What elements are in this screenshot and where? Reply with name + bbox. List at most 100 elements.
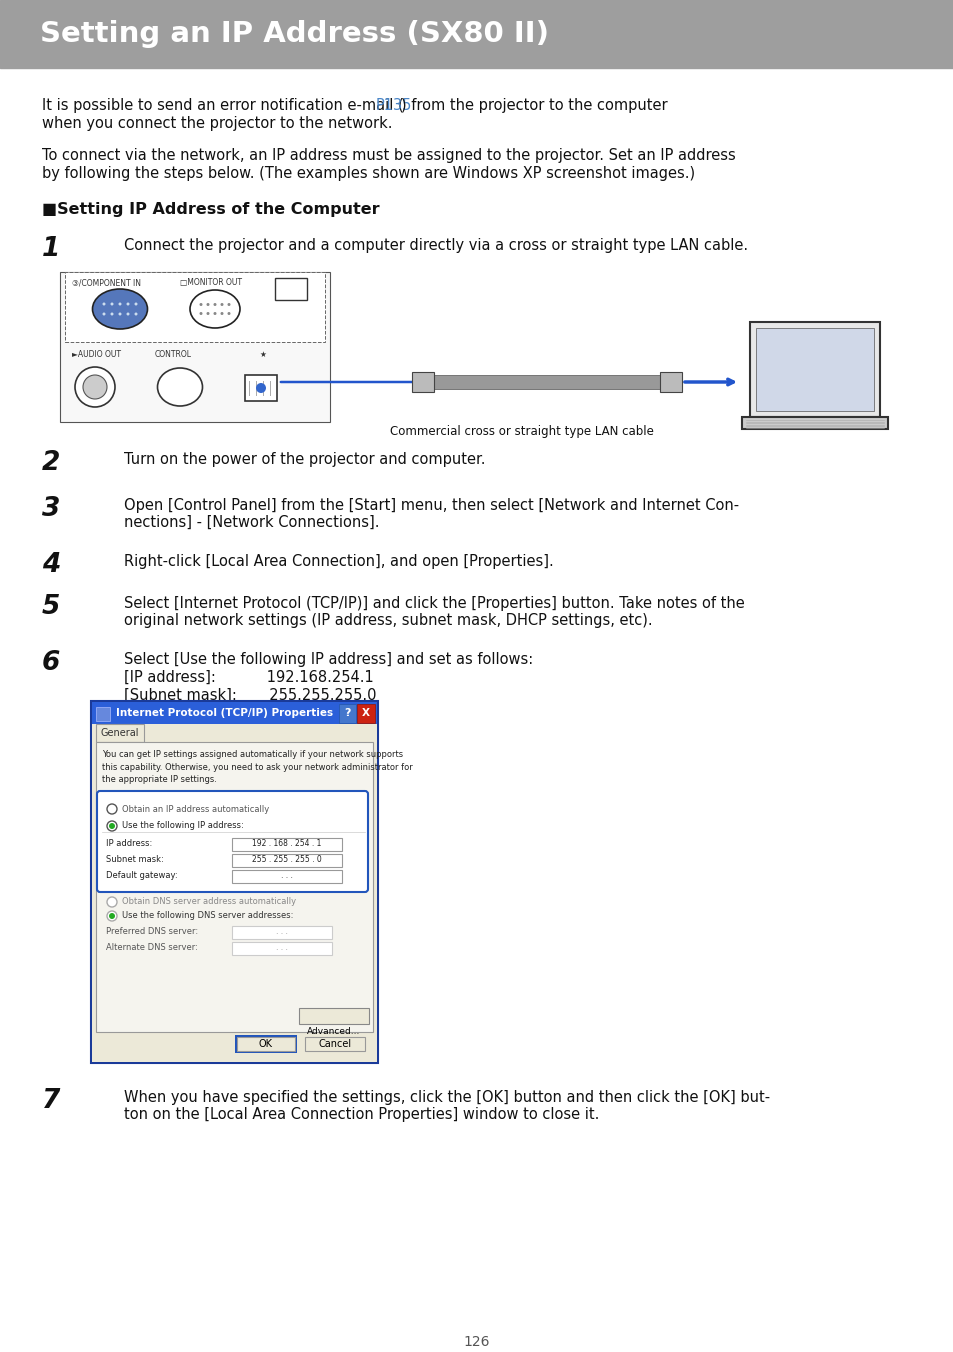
Circle shape bbox=[109, 913, 115, 919]
Circle shape bbox=[213, 303, 216, 306]
Circle shape bbox=[127, 312, 130, 315]
Circle shape bbox=[107, 896, 117, 907]
Text: 126: 126 bbox=[463, 1334, 490, 1349]
Text: Subnet mask:: Subnet mask: bbox=[106, 856, 164, 864]
Text: 1: 1 bbox=[42, 237, 60, 262]
Text: original network settings (IP address, subnet mask, DHCP settings, etc).: original network settings (IP address, s… bbox=[124, 612, 652, 627]
Text: by following the steps below. (The examples shown are Windows XP screenshot imag: by following the steps below. (The examp… bbox=[42, 166, 695, 181]
Circle shape bbox=[227, 303, 231, 306]
Text: ★: ★ bbox=[260, 350, 267, 360]
Text: 192 . 168 . 254 . 1: 192 . 168 . 254 . 1 bbox=[252, 840, 321, 849]
Text: 4: 4 bbox=[42, 552, 60, 579]
Text: General: General bbox=[101, 727, 139, 738]
Text: Right-click [Local Area Connection], and open [Properties].: Right-click [Local Area Connection], and… bbox=[124, 554, 553, 569]
Text: You can get IP settings assigned automatically if your network supports
this cap: You can get IP settings assigned automat… bbox=[102, 750, 413, 784]
Circle shape bbox=[134, 303, 137, 306]
Text: ►AUDIO OUT: ►AUDIO OUT bbox=[71, 350, 121, 360]
Text: when you connect the projector to the network.: when you connect the projector to the ne… bbox=[42, 116, 392, 131]
Bar bbox=[96, 742, 373, 1032]
Text: Cancel: Cancel bbox=[318, 1038, 352, 1049]
Circle shape bbox=[102, 312, 106, 315]
Circle shape bbox=[199, 303, 202, 306]
Text: Advanced...: Advanced... bbox=[307, 1026, 360, 1036]
Circle shape bbox=[75, 366, 115, 407]
Text: Preferred DNS server:: Preferred DNS server: bbox=[106, 927, 198, 937]
Circle shape bbox=[220, 312, 223, 315]
Bar bbox=[91, 725, 376, 1063]
Bar bbox=[245, 375, 276, 402]
Text: When you have specified the settings, click the [OK] button and then click the [: When you have specified the settings, cl… bbox=[124, 1090, 769, 1105]
Bar bbox=[755, 329, 873, 411]
Bar bbox=[236, 1037, 294, 1051]
FancyBboxPatch shape bbox=[97, 791, 368, 892]
Circle shape bbox=[213, 312, 216, 315]
Bar bbox=[274, 279, 307, 300]
Text: Alternate DNS server:: Alternate DNS server: bbox=[106, 944, 197, 953]
Text: nections] - [Network Connections].: nections] - [Network Connections]. bbox=[124, 515, 379, 530]
Bar bbox=[232, 926, 332, 940]
Circle shape bbox=[102, 303, 106, 306]
Text: . . .: . . . bbox=[275, 944, 288, 953]
Bar bbox=[234, 1036, 296, 1053]
Circle shape bbox=[107, 911, 117, 921]
Text: Obtain DNS server address automatically: Obtain DNS server address automatically bbox=[122, 898, 295, 906]
Bar bbox=[412, 372, 434, 392]
Bar bbox=[232, 854, 341, 867]
Circle shape bbox=[111, 303, 113, 306]
Text: Select [Internet Protocol (TCP/IP)] and click the [Properties] button. Take note: Select [Internet Protocol (TCP/IP)] and … bbox=[124, 596, 744, 611]
Circle shape bbox=[206, 312, 210, 315]
Text: Setting an IP Address (SX80 II): Setting an IP Address (SX80 II) bbox=[40, 20, 548, 49]
Text: It is possible to send an error notification e-mail (: It is possible to send an error notifica… bbox=[42, 97, 403, 114]
Text: Default gateway:: Default gateway: bbox=[106, 872, 177, 880]
Text: Connect the projector and a computer directly via a cross or straight type LAN c: Connect the projector and a computer dir… bbox=[124, 238, 747, 253]
Bar bbox=[749, 322, 879, 416]
Bar bbox=[356, 704, 375, 723]
Text: OK: OK bbox=[258, 1038, 273, 1049]
Text: [Subnet mask]:       255.255.255.0: [Subnet mask]: 255.255.255.0 bbox=[124, 688, 376, 703]
Text: X: X bbox=[361, 708, 370, 718]
Circle shape bbox=[199, 312, 202, 315]
Text: ton on the [Local Area Connection Properties] window to close it.: ton on the [Local Area Connection Proper… bbox=[124, 1107, 598, 1122]
Ellipse shape bbox=[92, 289, 148, 329]
Text: ↺★: ↺★ bbox=[280, 279, 293, 287]
Text: [IP address]:           192.168.254.1: [IP address]: 192.168.254.1 bbox=[124, 671, 374, 685]
Circle shape bbox=[83, 375, 107, 399]
Text: Commercial cross or straight type LAN cable: Commercial cross or straight type LAN ca… bbox=[390, 425, 653, 438]
Circle shape bbox=[227, 312, 231, 315]
Text: . . .: . . . bbox=[281, 872, 293, 880]
Text: 6: 6 bbox=[42, 650, 60, 676]
Bar bbox=[741, 416, 887, 429]
Text: ③/COMPONENT IN: ③/COMPONENT IN bbox=[71, 279, 141, 287]
Circle shape bbox=[206, 303, 210, 306]
Circle shape bbox=[220, 303, 223, 306]
Bar bbox=[338, 704, 355, 723]
Bar bbox=[96, 725, 144, 742]
Text: IP address:: IP address: bbox=[106, 840, 152, 849]
Bar bbox=[298, 1009, 369, 1023]
Ellipse shape bbox=[190, 289, 240, 329]
Text: 2: 2 bbox=[42, 450, 60, 476]
Ellipse shape bbox=[157, 368, 202, 406]
Circle shape bbox=[255, 383, 266, 393]
Bar bbox=[232, 838, 341, 850]
Text: Select [Use the following IP address] and set as follows:: Select [Use the following IP address] an… bbox=[124, 652, 533, 667]
Bar bbox=[91, 700, 377, 1063]
Text: Internet Protocol (TCP/IP) Properties: Internet Protocol (TCP/IP) Properties bbox=[116, 708, 333, 718]
Bar bbox=[60, 272, 330, 422]
Bar bbox=[91, 702, 376, 725]
Circle shape bbox=[111, 312, 113, 315]
Circle shape bbox=[134, 312, 137, 315]
Text: To connect via the network, an IP address must be assigned to the projector. Set: To connect via the network, an IP addres… bbox=[42, 147, 735, 164]
Text: Use the following DNS server addresses:: Use the following DNS server addresses: bbox=[122, 911, 294, 921]
Bar bbox=[0, 0, 953, 68]
Text: Obtain an IP address automatically: Obtain an IP address automatically bbox=[122, 804, 269, 814]
Text: Use the following IP address:: Use the following IP address: bbox=[122, 822, 244, 830]
Text: □MONITOR OUT: □MONITOR OUT bbox=[180, 279, 242, 287]
Text: CONTROL: CONTROL bbox=[154, 350, 192, 360]
Text: . . .: . . . bbox=[275, 927, 288, 937]
Bar bbox=[305, 1037, 365, 1051]
Bar bbox=[232, 869, 341, 883]
Circle shape bbox=[118, 312, 121, 315]
Text: ?: ? bbox=[344, 708, 351, 718]
Text: 255 . 255 . 255 . 0: 255 . 255 . 255 . 0 bbox=[252, 856, 321, 864]
